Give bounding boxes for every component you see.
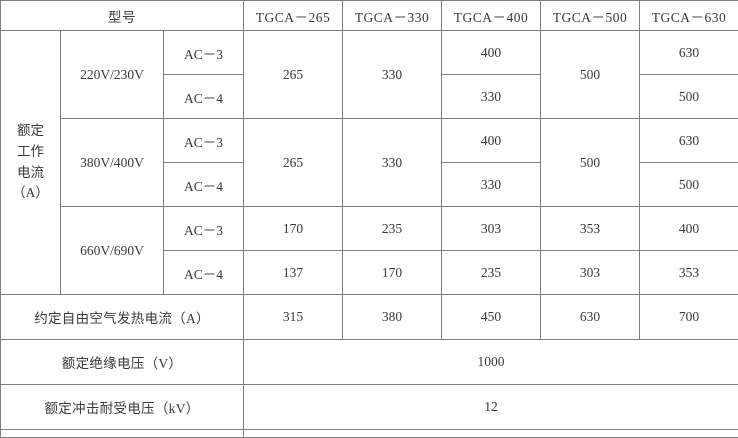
rated-current-label-line-1: 额定 [1, 121, 60, 142]
cell-value: 500 [640, 75, 738, 119]
cell-value: 400 [442, 119, 541, 163]
header-model-1: TGCA－265 [244, 1, 343, 31]
cell-value: 500 [640, 163, 738, 207]
cell-value: 315 [244, 295, 343, 340]
utilization-category: AC－4 [164, 251, 244, 295]
voltage-group-220: 220V/230V [61, 31, 164, 119]
cell-value: 353 [640, 251, 738, 295]
utilization-category: AC－4 [164, 163, 244, 207]
table-row: 380V/400V AC－3 265 330 400 500 630 [1, 119, 738, 163]
cell-value: 330 [343, 119, 442, 207]
cell-value: 12 [244, 385, 738, 430]
cell-value: 303 [541, 251, 640, 295]
cell-value: 630 [640, 31, 738, 75]
cell-value: 265 [244, 119, 343, 207]
cell-value: 353 [541, 207, 640, 251]
partial-row-label-cell [1, 430, 244, 438]
table-row: 约定自由空气发热电流（A） 315 380 450 630 700 [1, 295, 738, 340]
table-row: 660V/690V AC－3 170 235 303 353 400 [1, 207, 738, 251]
cell-value: 170 [343, 251, 442, 295]
cell-value: 137 [244, 251, 343, 295]
cell-value: 330 [343, 31, 442, 119]
partial-row-value-cell [244, 430, 738, 438]
table-row: 额定绝缘电压（V） 1000 [1, 340, 738, 385]
insulation-voltage-label: 额定绝缘电压（V） [1, 340, 244, 385]
cell-value: 235 [343, 207, 442, 251]
cell-value: 630 [640, 119, 738, 163]
cell-value: 400 [442, 31, 541, 75]
cell-value: 380 [343, 295, 442, 340]
rated-current-label: 额定 工作 电流 （A） [1, 31, 61, 295]
cell-value: 700 [640, 295, 738, 340]
cell-value: 235 [442, 251, 541, 295]
rated-current-label-line-2: 工作 [1, 142, 60, 163]
voltage-group-660: 660V/690V [61, 207, 164, 295]
table-row: 额定冲击耐受电压（kV） 12 [1, 385, 738, 430]
table-row-partial [1, 430, 738, 438]
cell-value: 630 [541, 295, 640, 340]
table-row: 额定 工作 电流 （A） 220V/230V AC－3 265 330 400 … [1, 31, 738, 75]
cell-value: 303 [442, 207, 541, 251]
header-model-3: TGCA－400 [442, 1, 541, 31]
header-model-label: 型号 [1, 1, 244, 31]
cell-value: 500 [541, 31, 640, 119]
header-model-4: TGCA－500 [541, 1, 640, 31]
rated-current-label-line-4: （A） [1, 183, 60, 204]
thermal-current-label: 约定自由空气发热电流（A） [1, 295, 244, 340]
cell-value: 265 [244, 31, 343, 119]
utilization-category: AC－3 [164, 207, 244, 251]
utilization-category: AC－4 [164, 75, 244, 119]
cell-value: 170 [244, 207, 343, 251]
cell-value: 330 [442, 163, 541, 207]
utilization-category: AC－3 [164, 119, 244, 163]
impulse-voltage-label: 额定冲击耐受电压（kV） [1, 385, 244, 430]
cell-value: 450 [442, 295, 541, 340]
cell-value: 500 [541, 119, 640, 207]
utilization-category: AC－3 [164, 31, 244, 75]
voltage-group-380: 380V/400V [61, 119, 164, 207]
cell-value: 330 [442, 75, 541, 119]
header-model-5: TGCA－630 [640, 1, 738, 31]
cell-value: 400 [640, 207, 738, 251]
header-model-2: TGCA－330 [343, 1, 442, 31]
table-header-row: 型号 TGCA－265 TGCA－330 TGCA－400 TGCA－500 T… [1, 1, 738, 31]
rated-current-label-line-3: 电流 [1, 163, 60, 184]
cell-value: 1000 [244, 340, 738, 385]
